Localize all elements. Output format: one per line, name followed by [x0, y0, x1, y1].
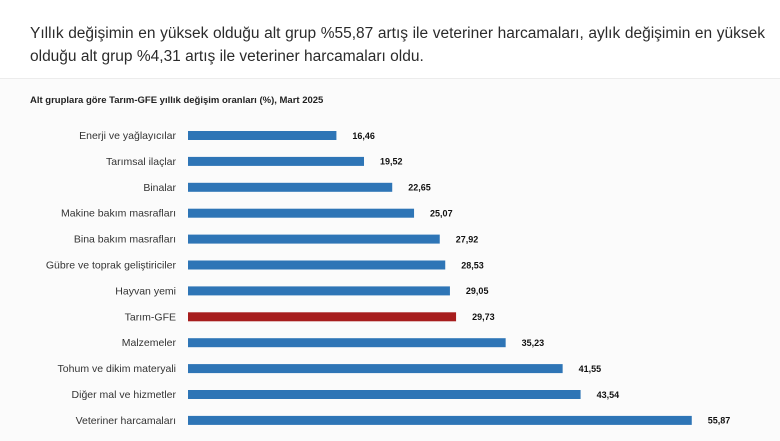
category-label: Hayvan yemi — [115, 285, 176, 297]
bar — [188, 208, 415, 218]
category-label: Enerji ve yağlayıcılar — [79, 130, 176, 142]
category-label: Tarım-GFE — [125, 311, 176, 323]
bar — [188, 234, 440, 244]
value-label: 19,52 — [380, 157, 403, 167]
bar — [188, 390, 581, 399]
chart-panel — [0, 78, 780, 441]
value-label: 22,65 — [408, 183, 431, 193]
value-label: 55,87 — [708, 416, 731, 426]
value-label: 43,54 — [597, 390, 620, 400]
value-label: 28,53 — [461, 260, 484, 270]
value-label: 16,46 — [352, 131, 375, 141]
bar — [188, 260, 446, 270]
bar — [188, 364, 563, 374]
category-label: Binalar — [143, 182, 176, 194]
intro-paragraph: Yıllık değişimin en yüksek olduğu alt gr… — [30, 25, 765, 65]
bar — [188, 156, 365, 166]
value-label: 41,55 — [579, 364, 602, 374]
category-label: Makine bakım masrafları — [61, 208, 176, 220]
category-label: Malzemeler — [122, 337, 177, 349]
bar — [188, 338, 506, 348]
value-label: 29,05 — [466, 286, 489, 296]
value-label: 27,92 — [456, 234, 479, 244]
category-label: Tarımsal ilaçlar — [106, 156, 177, 168]
category-label: Diğer mal ve hizmetler — [72, 389, 177, 401]
bar-highlight — [188, 312, 457, 322]
value-label: 29,73 — [472, 312, 495, 322]
category-label: Tohum ve dikim materyali — [58, 363, 176, 375]
value-label: 35,23 — [522, 338, 545, 348]
bar — [188, 286, 450, 296]
category-label: Bina bakım masrafları — [74, 234, 176, 246]
bar — [188, 182, 393, 192]
bar — [188, 415, 692, 425]
value-label: 25,07 — [430, 209, 453, 219]
chart-title: Alt gruplara göre Tarım-GFE yıllık değiş… — [30, 95, 324, 106]
category-label: Gübre ve toprak geliştiriciler — [46, 260, 177, 272]
category-label: Veteriner harcamaları — [76, 415, 176, 427]
bar — [188, 131, 337, 140]
